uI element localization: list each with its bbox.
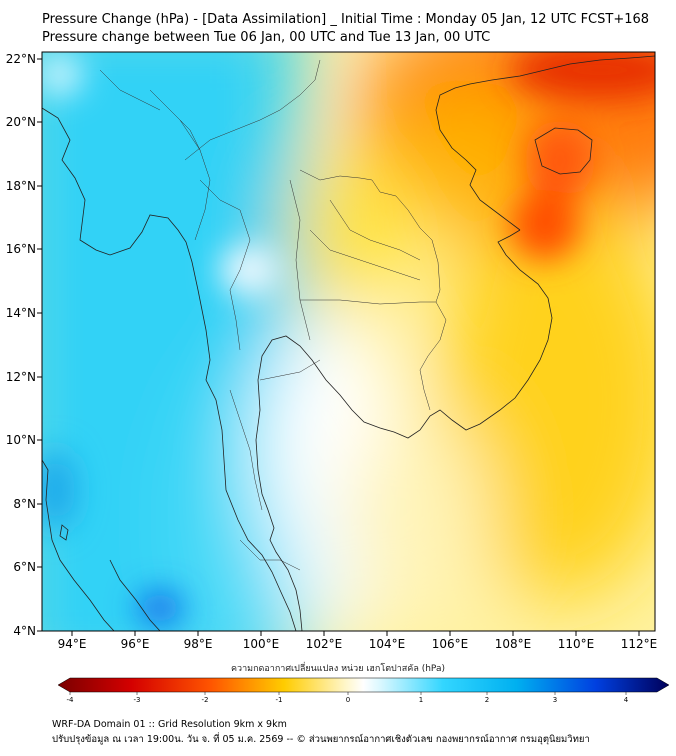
- colorbar-tick-label: 3: [553, 696, 557, 704]
- map-title: Pressure Change (hPa) - [Data Assimilati…: [42, 12, 650, 27]
- longitude-labels: 94°E 96°E 98°E 100°E 102°E 104°E 106°E 1…: [58, 637, 658, 651]
- colorbar-tick-label: 1: [419, 696, 423, 704]
- lon-label: 94°E: [58, 637, 87, 651]
- lon-label: 110°E: [558, 637, 595, 651]
- lat-label: 18°N: [6, 179, 36, 193]
- lat-label: 6°N: [13, 560, 36, 574]
- colorbar-ticks: [69, 692, 627, 695]
- lat-label: 8°N: [13, 497, 36, 511]
- colorbar-tick-label: -1: [276, 696, 283, 704]
- colorbar-tick-label: -4: [67, 696, 75, 704]
- colorbar-tick-label: -3: [134, 696, 141, 704]
- footer-model-info: WRF-DA Domain 01 :: Grid Resolution 9km …: [52, 719, 287, 730]
- colorbar-title: ความกดอากาศเปลี่ยนแปลง หน่วย เฮกโตปาสคัล…: [231, 664, 445, 674]
- latitude-labels: 22°N 20°N 18°N 16°N 14°N 12°N 10°N 8°N 6…: [6, 52, 36, 638]
- lat-label: 16°N: [6, 242, 36, 256]
- pressure-field: [42, 52, 655, 631]
- coastlines: [42, 55, 655, 631]
- map-frame: [41, 51, 656, 632]
- lat-label: 20°N: [6, 115, 36, 129]
- footer-credit: ปรับปรุงข้อมูล ณ เวลา 19:00น. วัน จ. ที่…: [52, 734, 590, 745]
- lon-label: 102°E: [306, 637, 343, 651]
- lon-label: 100°E: [243, 637, 280, 651]
- map-subtitle: Pressure change between Tue 06 Jan, 00 U…: [42, 30, 491, 45]
- admin-borders: [99, 59, 447, 571]
- lon-label: 98°E: [184, 637, 213, 651]
- lon-label: 96°E: [121, 637, 150, 651]
- lat-label: 22°N: [6, 52, 36, 66]
- lat-label: 12°N: [6, 370, 36, 384]
- axis-ticks: [37, 58, 640, 636]
- lat-label: 14°N: [6, 306, 36, 320]
- colorbar-tick-label: 0: [346, 696, 350, 704]
- lon-label: 104°E: [369, 637, 406, 651]
- lon-label: 108°E: [495, 637, 532, 651]
- colorbar: -4 -3 -2 -1 0 1 2 3 4: [57, 677, 670, 704]
- colorbar-tick-label: 4: [624, 696, 629, 704]
- colorbar-tick-label: 2: [485, 696, 489, 704]
- lat-label: 4°N: [13, 624, 36, 638]
- lat-label: 10°N: [6, 433, 36, 447]
- colorbar-tick-label: -2: [202, 696, 209, 704]
- colorbar-bar: [57, 677, 670, 693]
- lon-label: 106°E: [432, 637, 469, 651]
- lon-label: 112°E: [621, 637, 658, 651]
